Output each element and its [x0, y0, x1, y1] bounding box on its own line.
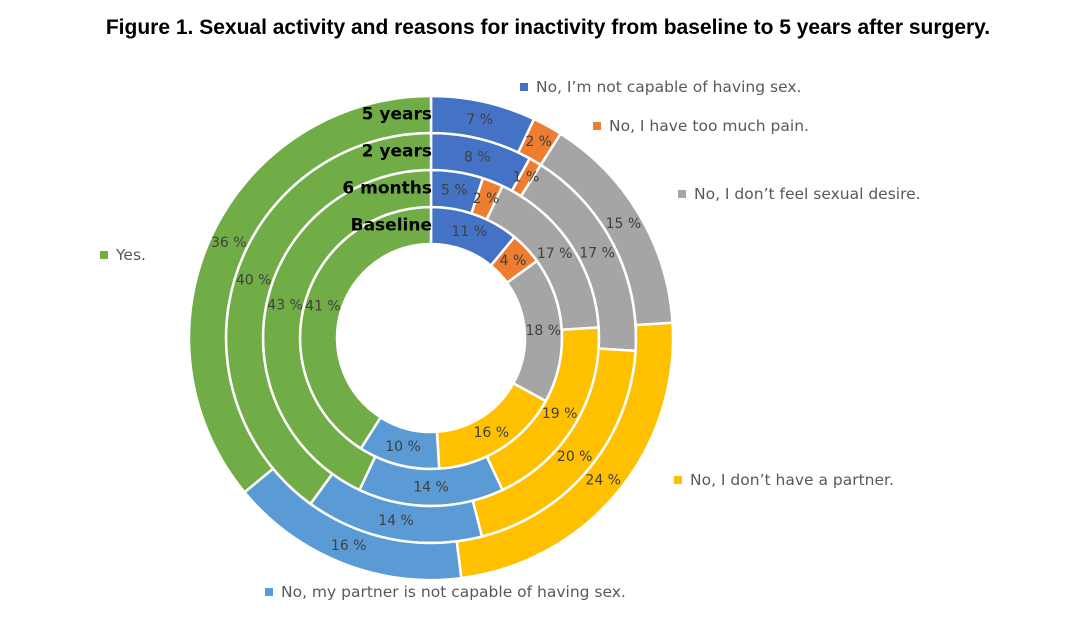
ring-labels: Baseline 6 months 2 years 5 years — [342, 105, 432, 236]
value-label-2-years-no-i-have-too-much-pain: 1 % — [513, 169, 540, 185]
value-label-2-years-no-i-m-not-capable-of-having-sex: 8 % — [464, 149, 491, 165]
legend-item-partner-not-capable: No, my partner is not capable of having … — [265, 583, 626, 601]
value-label-2-years-no-my-partner-is-not-capable-of-having-sex: 14 % — [378, 513, 414, 529]
legend-swatch-partner-not-capable — [265, 588, 273, 596]
legend-label-not-capable: No, I’m not capable of having sex. — [536, 78, 802, 96]
ring-label-5-years: 5 years — [362, 105, 432, 125]
legend-item-yes: Yes. — [100, 246, 146, 264]
chart-title: Figure 1. Sexual activity and reasons fo… — [105, 16, 991, 39]
value-label-5-years-no-i-have-too-much-pain: 2 % — [525, 134, 552, 150]
legend-swatch-no-desire — [678, 190, 686, 198]
legend-item-no-partner: No, I don’t have a partner. — [674, 471, 894, 489]
value-label-5-years-no-i-don-t-feel-sexual-desire: 15 % — [606, 216, 642, 232]
ring-label-baseline: Baseline — [351, 216, 432, 236]
value-label-6-months-no-my-partner-is-not-capable-of-having-sex: 14 % — [413, 480, 449, 496]
legend-item-too-much-pain: No, I have too much pain. — [593, 117, 809, 135]
value-label-baseline-no-i-have-too-much-pain: 4 % — [500, 253, 527, 269]
legend-swatch-too-much-pain — [593, 122, 601, 130]
value-label-6-months-no-i-don-t-feel-sexual-desire: 17 % — [537, 246, 573, 262]
legend-swatch-not-capable — [520, 83, 528, 91]
legend-label-no-partner: No, I don’t have a partner. — [690, 471, 894, 489]
legend-item-no-desire: No, I don’t feel sexual desire. — [678, 185, 921, 203]
value-label-baseline-no-i-m-not-capable-of-having-sex: 11 % — [451, 224, 487, 240]
slice-labels: 11 % 4 % 18 % 16 % 10 % 41 % 5 % 2 % 17 % 19 % 14 … — [211, 112, 641, 554]
value-label-2-years-yes: 40 % — [236, 272, 272, 288]
slice-5-years-yes — [187, 94, 433, 495]
legend-label-yes: Yes. — [116, 246, 146, 264]
legend-label-no-desire: No, I don’t feel sexual desire. — [694, 185, 921, 203]
doughnut-slices — [187, 94, 675, 582]
value-label-5-years-no-i-m-not-capable-of-having-sex: 7 % — [466, 112, 493, 128]
value-label-6-months-no-i-m-not-capable-of-having-sex: 5 % — [441, 182, 468, 198]
legend-item-not-capable: No, I’m not capable of having sex. — [520, 78, 801, 96]
value-label-6-months-no-i-don-t-have-a-partner: 19 % — [542, 406, 578, 422]
value-label-5-years-no-my-partner-is-not-capable-of-having-sex: 16 % — [331, 538, 367, 554]
value-label-6-months-no-i-have-too-much-pain: 2 % — [473, 191, 500, 207]
value-label-2-years-no-i-don-t-have-a-partner: 20 % — [557, 449, 593, 465]
value-label-baseline-yes: 41 % — [305, 299, 341, 315]
ring-label-2-years: 2 years — [362, 142, 432, 162]
legend-swatch-no-partner — [674, 476, 682, 484]
legend-label-too-much-pain: No, I have too much pain. — [609, 117, 809, 135]
value-label-6-months-yes: 43 % — [267, 297, 303, 313]
value-label-2-years-no-i-don-t-feel-sexual-desire: 17 % — [579, 245, 615, 261]
value-label-5-years-yes: 36 % — [211, 235, 247, 251]
legend-label-partner-not-capable: No, my partner is not capable of having … — [281, 583, 626, 601]
value-label-5-years-no-i-don-t-have-a-partner: 24 % — [585, 472, 621, 488]
legend-swatch-yes — [100, 251, 108, 259]
value-label-baseline-no-i-don-t-have-a-partner: 16 % — [473, 425, 509, 441]
ring-label-6-months: 6 months — [342, 179, 432, 199]
value-label-baseline-no-i-don-t-feel-sexual-desire: 18 % — [525, 323, 561, 339]
value-label-baseline-no-my-partner-is-not-capable-of-having-sex: 10 % — [385, 439, 421, 455]
